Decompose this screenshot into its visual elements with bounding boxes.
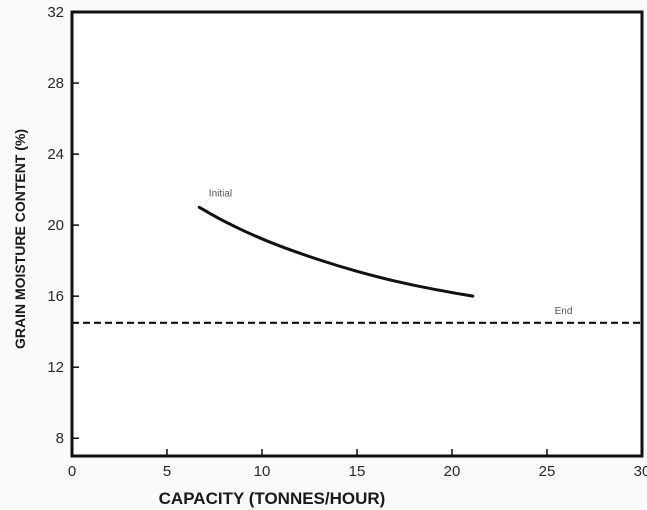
annotation-end: End [555,306,573,317]
x-tick-label: 20 [444,463,461,480]
tick-labels: 8 12 16 20 24 28 32 0 5 10 15 20 25 30 [47,4,647,480]
x-tick-label: 30 [634,463,647,480]
y-tick-label: 8 [56,430,64,447]
y-axis-title: GRAIN MOISTURE CONTENT (%) [12,129,28,349]
x-axis-title: CAPACITY (TONNES/HOUR) [159,489,386,508]
series-line-initial [197,205,475,298]
annotations: Initial End [209,189,573,317]
y-tick-label: 16 [47,288,64,305]
plot-area [70,10,644,458]
annotation-initial: Initial [209,189,232,200]
x-tick-label: 25 [539,463,556,480]
x-tick-label: 10 [254,463,271,480]
series-group [72,205,642,324]
y-tick-label: 20 [47,217,64,234]
plot-frame [70,10,644,458]
x-tick-label: 15 [349,463,366,480]
y-tick-label: 12 [47,359,64,376]
y-tick-label: 32 [47,4,64,21]
y-tick-label: 24 [47,146,64,163]
y-tick-label: 28 [47,75,64,92]
x-tick-label: 5 [163,463,171,480]
x-tick-label: 0 [68,463,76,480]
